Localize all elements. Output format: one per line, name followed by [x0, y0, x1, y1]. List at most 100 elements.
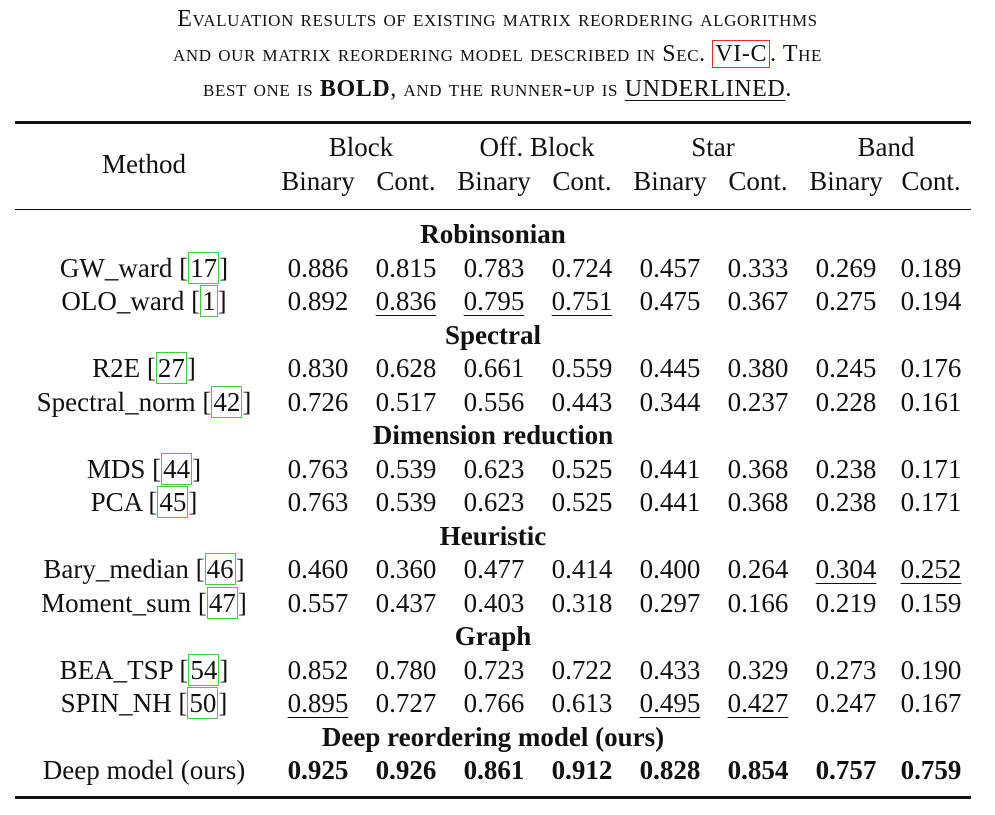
value-cell: 0.780: [363, 654, 449, 688]
value-cell: 0.237: [715, 386, 801, 420]
value-cell: 0.539: [363, 486, 449, 520]
value: 0.852: [287, 654, 349, 685]
value: 0.304: [815, 554, 877, 584]
table-row: PCA [45] 0.763 0.539 0.623 0.525 0.441 0.368 0.…: [15, 486, 971, 520]
value: 0.273: [815, 654, 877, 685]
citation-link[interactable]: 47: [206, 586, 238, 619]
subcol-header: Binary: [457, 166, 531, 196]
value: 0.194: [900, 286, 962, 316]
section-title: Dimension reduction: [372, 420, 614, 450]
section-title: Deep reordering model (ours): [321, 721, 665, 752]
section-header-row: Deep reordering model (ours): [15, 721, 971, 755]
method-cell: Deep model (ours): [15, 754, 273, 788]
value: 0.318: [551, 587, 613, 618]
value: 0.441: [639, 487, 701, 517]
value-cell: 0.433: [625, 654, 715, 688]
citation-link[interactable]: 1: [200, 285, 218, 317]
method-name: PCA: [90, 487, 149, 517]
value: 0.477: [463, 554, 525, 584]
value: 0.539: [375, 487, 437, 517]
section-title: Robinsonian: [420, 219, 566, 249]
results-table: Robinsonian GW_ward [17] 0.886 0.815 0.783 0.…: [15, 218, 971, 788]
caption-text: , and the runner-up is: [390, 76, 619, 102]
value-cell: 0.828: [625, 754, 715, 788]
value-cell: 0.367: [715, 285, 801, 319]
method-name: OLO_ward: [61, 286, 192, 316]
method-name: GW_ward: [59, 252, 180, 283]
table-row: MDS [44] 0.763 0.539 0.623 0.525 0.441 0.368 0.…: [15, 452, 971, 487]
subcol-header: Binary: [281, 166, 355, 196]
value-cell: 0.190: [891, 654, 971, 688]
value: 0.726: [287, 386, 349, 417]
value-cell: 0.556: [449, 386, 539, 420]
value-cell: 0.661: [449, 352, 539, 386]
value: 0.475: [639, 286, 701, 316]
value-cell: 0.194: [891, 285, 971, 319]
value-cell: 0.400: [625, 553, 715, 587]
value-cell: 0.495: [625, 687, 715, 721]
value: 0.171: [900, 487, 962, 517]
value-cell: 0.228: [801, 386, 891, 420]
value: 0.269: [815, 252, 877, 283]
value: 0.297: [639, 587, 701, 618]
citation-link[interactable]: 42: [211, 385, 243, 418]
value-cell: 0.460: [273, 553, 363, 587]
value: 0.166: [727, 587, 789, 618]
value-cell: 0.726: [273, 386, 363, 420]
value: 0.751: [551, 286, 613, 316]
value: 0.219: [815, 587, 877, 618]
value: 0.783: [463, 252, 525, 283]
caption-line-1: Evaluation results of existing matrix re…: [177, 6, 818, 32]
value: 0.828: [639, 755, 701, 785]
value: 0.623: [463, 453, 525, 484]
method-cell: Bary_median [46]: [43, 553, 245, 585]
value-cell: 0.525: [539, 453, 625, 487]
value-cell: 0.886: [273, 252, 363, 286]
method-header: Method: [102, 149, 186, 179]
value-cell: 0.329: [715, 654, 801, 688]
section-header-row: Spectral: [15, 319, 971, 353]
value-cell: 0.525: [539, 486, 625, 520]
value: 0.892: [287, 286, 349, 316]
value: 0.443: [551, 386, 613, 417]
value: 0.380: [727, 353, 789, 383]
citation-link[interactable]: 27: [155, 352, 187, 384]
citation-link[interactable]: 45: [157, 486, 189, 518]
value-cell: 0.427: [715, 687, 801, 721]
value: 0.437: [375, 587, 437, 618]
value: 0.815: [375, 252, 437, 283]
value-cell: 0.722: [539, 654, 625, 688]
value-cell: 0.517: [363, 386, 449, 420]
value-cell: 0.628: [363, 352, 449, 386]
value: 0.723: [463, 654, 525, 685]
value-cell: 0.912: [539, 754, 625, 788]
subcol-header: Cont.: [552, 166, 612, 196]
citation-link[interactable]: 46: [204, 553, 236, 585]
table-row: Deep model (ours) 0.925 0.926 0.861 0.912 0.8…: [15, 754, 971, 788]
caption-bold-word: BOLD: [319, 76, 391, 102]
value: 0.457: [639, 252, 701, 283]
section-header-row: Graph: [15, 620, 971, 654]
value: 0.414: [551, 554, 613, 584]
value: 0.333: [727, 252, 789, 283]
value-cell: 0.623: [449, 453, 539, 487]
method-cell: Moment_sum [47]: [41, 586, 247, 619]
value-cell: 0.457: [625, 252, 715, 286]
value-cell: 0.861: [449, 754, 539, 788]
citation-link[interactable]: 17: [188, 251, 220, 284]
value: 0.161: [900, 386, 962, 417]
section-reference-link[interactable]: VI-C: [712, 40, 771, 68]
value: 0.763: [287, 487, 349, 517]
value: 0.925: [287, 755, 349, 785]
value: 0.830: [287, 353, 349, 383]
value-cell: 0.892: [273, 285, 363, 319]
section-title: Graph: [454, 621, 532, 651]
caption-text: and our matrix reordering model describe…: [173, 41, 706, 67]
value-cell: 0.176: [891, 352, 971, 386]
citation-link[interactable]: 50: [187, 687, 219, 719]
citation-link[interactable]: 54: [188, 653, 220, 686]
value-cell: 0.161: [891, 386, 971, 420]
value-cell: 0.167: [891, 687, 971, 721]
method-cell: GW_ward [17]: [59, 251, 229, 284]
citation-link[interactable]: 44: [161, 452, 193, 485]
